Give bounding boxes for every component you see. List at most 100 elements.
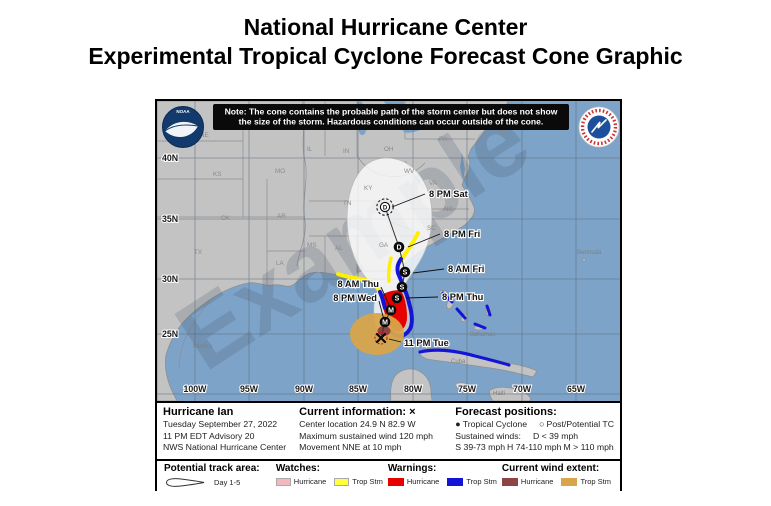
- time-label: 11 PM Tue: [404, 338, 449, 348]
- note-line-1: Note: The cone contains the probable pat…: [225, 107, 558, 117]
- state-label: CT: [498, 130, 507, 137]
- forecast-positions-heading: Forecast positions:: [455, 406, 557, 418]
- lon-label: 70W: [513, 384, 532, 394]
- state-label: NC: [444, 206, 454, 213]
- track-day-label: Day 1-5: [214, 478, 241, 487]
- point-letter: M: [388, 308, 394, 315]
- state-label: AR: [277, 213, 286, 220]
- ts-watch-coast-ga: [400, 231, 420, 261]
- watch-hurricane-swatch: [275, 477, 291, 486]
- point-letter: D: [396, 245, 401, 252]
- movement: Movement NNE at 10 mph: [299, 442, 402, 452]
- grid-lines: [157, 101, 620, 401]
- watch-trop-stm-swatch: [334, 477, 350, 486]
- ts-warning-coast-fl: [389, 257, 414, 338]
- leader-lines: [378, 193, 445, 343]
- point-letter: S: [395, 296, 400, 303]
- storm-name: Hurricane Ian: [163, 406, 234, 418]
- hurricane-wind-extent: [377, 326, 391, 336]
- place-label-cuba: Cuba: [451, 359, 466, 365]
- current-information: Current information: × Center location 2…: [299, 406, 455, 457]
- lon-label: 75W: [458, 384, 477, 394]
- ts-watch-inland: [386, 256, 393, 283]
- wind-extent-hurricane-label: Hurricane: [520, 477, 554, 486]
- note-box: Note: The cone contains the probable pat…: [213, 104, 569, 130]
- potential-track-title: Potential track area:: [164, 463, 260, 474]
- state-label: GA: [379, 242, 389, 249]
- state-label: AL: [335, 245, 343, 252]
- storm-advisory: 11 PM EDT Advisory 20: [163, 430, 255, 441]
- tropical-cyclone-icon: ●: [455, 419, 461, 430]
- warning-trop-stm-swatch: [447, 477, 464, 486]
- state-label: IN: [343, 148, 350, 155]
- post-tc-point: [376, 198, 394, 216]
- wind-extent-legend: Current wind extent: Hurricane Trop Stm: [501, 463, 616, 486]
- page-title: National Hurricane Center Experimental T…: [0, 13, 771, 71]
- watches-title: Watches:: [275, 463, 320, 474]
- center-location: Center location 24.9 N 82.9 W: [299, 419, 416, 429]
- state-label: SC: [427, 225, 436, 232]
- potential-track-legend: Potential track area: Day 1-5: [164, 463, 276, 488]
- state-label: PA: [439, 136, 448, 143]
- note-line-2: the size of the storm. Hazardous conditi…: [239, 117, 544, 127]
- watch-trop-stm-label: Trop Stm: [352, 477, 383, 486]
- forecast-map: Example: [157, 101, 620, 401]
- cone-icon: [165, 478, 205, 487]
- post-tc-icon: ○: [539, 419, 545, 430]
- lon-label: 85W: [349, 384, 368, 394]
- sustained-winds-label: Sustained winds:: [455, 430, 521, 441]
- time-label: 8 AM Fri: [448, 264, 484, 274]
- wind-extent-title: Current wind extent:: [501, 463, 600, 474]
- ts-warning-coast-westfl: [378, 290, 387, 310]
- state-label: OH: [384, 146, 394, 153]
- watches-legend: Watches: Hurricane Trop Stm: [275, 463, 388, 486]
- state-label: OK: [221, 215, 231, 222]
- current-position-marker: [374, 331, 388, 345]
- place-label-bermuda: Bermuda: [577, 250, 602, 256]
- lat-label: 30N: [162, 274, 178, 284]
- time-label: 8 PM Thu: [442, 292, 484, 302]
- forecast-points: D S S S M M D: [374, 198, 411, 345]
- time-label: 8 AM Thu: [338, 279, 380, 289]
- post-point-letter: D: [383, 205, 388, 211]
- time-label: 8 PM Wed: [333, 293, 377, 303]
- storm-summary: Hurricane Ian Tuesday September 27, 2022…: [163, 406, 299, 457]
- post-tc-label: Post/Potential TC: [546, 419, 614, 429]
- info-panel: Hurricane Ian Tuesday September 27, 2022…: [157, 401, 620, 459]
- state-label: WV: [404, 168, 415, 175]
- time-label: 8 PM Sat: [429, 189, 468, 199]
- ts-watch-coast-panhandle: [336, 272, 382, 294]
- lat-label: 40N: [162, 153, 178, 163]
- point-letter: S: [400, 285, 405, 292]
- state-label: TX: [194, 249, 203, 256]
- lat-label: 35N: [162, 214, 178, 224]
- lat-label: 25N: [162, 329, 178, 339]
- tropical-cyclone-label: Tropical Cyclone: [462, 419, 528, 429]
- forecast-positions: Forecast positions: ● Tropical Cyclone ○…: [455, 406, 614, 457]
- s-wind-range: S 39-73 mph: [455, 442, 506, 452]
- m-wind-range: M > 110 mph: [563, 442, 614, 452]
- state-label: VA: [429, 180, 438, 187]
- d-wind-range: D < 39 mph: [532, 430, 579, 441]
- lon-label: 65W: [567, 384, 586, 394]
- lon-label: 95W: [240, 384, 259, 394]
- noaa-logo-icon: NOAA: [162, 106, 204, 148]
- warning-hurricane-swatch: [387, 477, 404, 486]
- state-label: MO: [275, 168, 285, 175]
- point-letter: S: [403, 270, 408, 277]
- place-label-haiti: Haiti: [493, 391, 505, 397]
- storm-date: Tuesday September 27, 2022: [163, 419, 278, 429]
- warnings-title: Warnings:: [387, 463, 437, 474]
- place-label-mexico: Mexico: [193, 344, 213, 350]
- current-info-heading: Current information: ×: [299, 406, 416, 418]
- state-label: IL: [307, 146, 313, 153]
- place-label-bahamas: Bahamas: [470, 332, 495, 338]
- svg-text:NOAA: NOAA: [176, 109, 190, 114]
- nws-logo-icon: [578, 106, 620, 148]
- warnings-legend: Warnings: Hurricane Trop Stm: [387, 463, 502, 486]
- title-line-1: National Hurricane Center: [243, 14, 528, 40]
- wind-extent-hurricane-swatch: [501, 477, 518, 486]
- forecast-cone-graphic: Example: [155, 99, 622, 491]
- title-line-2: Experimental Tropical Cyclone Forecast C…: [88, 43, 683, 69]
- ts-warning-cuba: [418, 348, 511, 367]
